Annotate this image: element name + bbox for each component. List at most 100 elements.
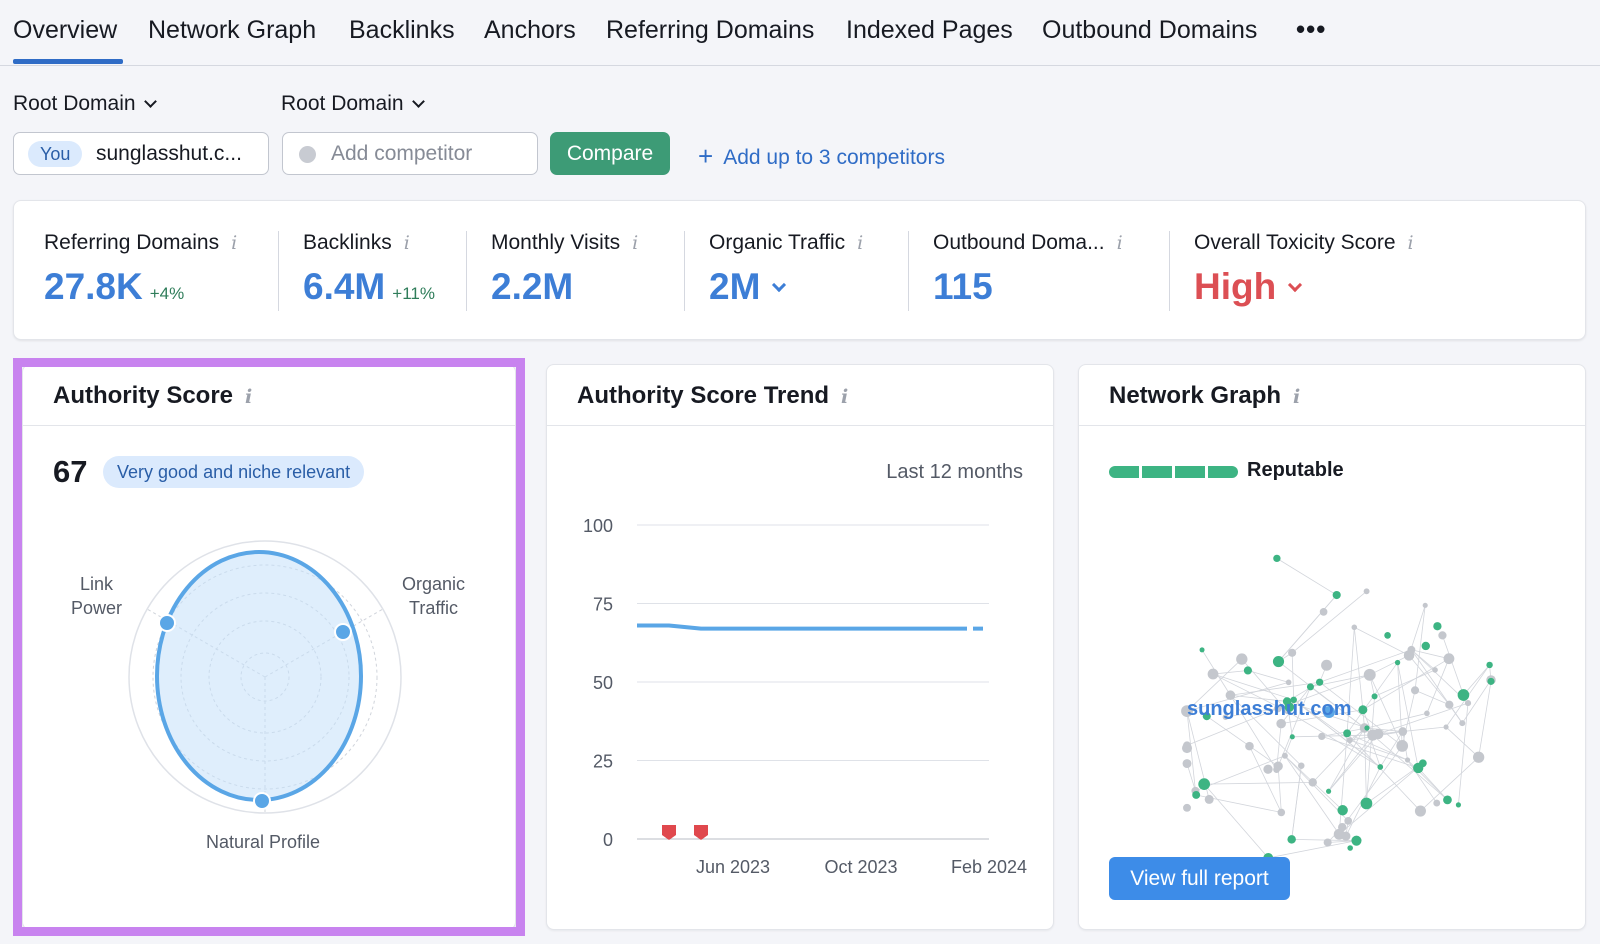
network-node [1222,714,1229,721]
y-tick-label: 75 [593,595,613,615]
x-tick-label: Jun 2023 [696,857,770,877]
radar-chart [128,540,402,814]
network-node [1432,667,1438,673]
info-icon[interactable]: i [857,232,864,254]
tab-overview[interactable]: Overview [13,16,118,44]
metric-label: Organic Traffic [709,231,846,254]
network-graph-visual[interactable] [1179,520,1499,880]
metric-value[interactable]: High [1194,266,1277,307]
card-header: Network Graph i [1079,365,1585,426]
network-node [1398,727,1408,736]
tab-anchors[interactable]: Anchors [484,16,576,44]
x-tick-label: Oct 2023 [824,857,897,877]
tab-referring-domains[interactable]: Referring Domains [606,16,815,44]
plus-icon: + [698,141,714,171]
add-competitors-label: Add up to 3 competitors [723,146,945,169]
network-node [1263,764,1273,774]
metric-monthly-visits[interactable]: Monthly Visits i 2.2M [491,231,638,308]
competitor-scope-dropdown[interactable]: Root Domain [281,92,425,116]
x-tick-label: Feb 2024 [951,857,1027,877]
metric-value[interactable]: 6.4M [303,266,386,307]
event-marker [694,825,708,840]
metric-referring-domains[interactable]: Referring Domains i 27.8K +4% [44,231,237,308]
period-selector[interactable]: Last 12 months [886,461,1023,483]
competitor-scope-label: Root Domain [281,92,404,115]
network-node [1272,655,1285,668]
network-node [1346,737,1353,744]
network-node [1273,554,1281,563]
network-node [1204,794,1214,804]
authority-score-value: 67 [53,454,88,489]
metric-delta: +11% [392,284,435,303]
reputation-segment [1109,466,1139,478]
add-competitors-link[interactable]: + Add up to 3 competitors [698,140,945,171]
network-node [1308,778,1317,787]
network-node [1457,689,1470,701]
chevron-down-icon[interactable] [1288,277,1303,293]
network-node [1443,795,1452,805]
root-domain-dropdown[interactable]: Root Domain [13,92,157,116]
authority-score-trend-card: Authority Score Trend i Last 12 months 0 2… [546,364,1054,930]
view-full-report-button[interactable]: View full report [1109,857,1290,900]
network-node [1371,693,1378,700]
info-icon[interactable]: i [231,232,238,254]
radar-point-link-power [158,614,176,632]
trend-chart: 0 25 50 75 100 Jun 2023 Oct 2023 Feb 2024 [583,516,1027,877]
metrics-summary-card: Referring Domains i 27.8K +4% Backlinks i 6… [13,200,1586,340]
network-node [1316,678,1324,686]
info-icon[interactable]: i [1407,232,1414,254]
network-node [1344,817,1353,825]
info-icon[interactable]: i [403,232,410,254]
tab-outbound-domains[interactable]: Outbound Domains [1042,16,1258,44]
tab-backlinks[interactable]: Backlinks [349,16,455,44]
competitor-field[interactable] [282,132,538,175]
network-node [1332,590,1341,600]
trend-line [637,623,957,631]
metric-value[interactable]: 115 [933,266,993,307]
network-node [1351,624,1358,631]
network-node [1343,729,1352,738]
metric-outbound-domains[interactable]: Outbound Doma... i 115 [933,231,1123,308]
radar-label-natural-profile: Natural Profile [206,832,321,852]
network-node [1396,740,1409,752]
network-node [1422,602,1428,608]
metric-value[interactable]: 2M [709,266,761,307]
network-node [1306,683,1314,691]
domain-field[interactable]: You sunglasshut.c... [13,132,269,175]
compare-button[interactable]: Compare [550,132,670,175]
more-tabs-button[interactable]: ••• [1296,14,1327,44]
reputation-segment [1208,466,1238,478]
network-node [1337,805,1348,816]
network-node [1287,835,1296,844]
tab-network-graph[interactable]: Network Graph [148,16,317,44]
info-icon[interactable]: i [1116,232,1123,254]
network-center-node [1323,706,1335,718]
chevron-down-icon[interactable] [772,277,787,293]
competitor-input[interactable] [331,139,527,169]
network-node [1377,764,1384,770]
network-node [1281,752,1288,759]
network-node [1199,647,1205,653]
info-icon[interactable]: i [1293,386,1301,408]
network-node [1472,751,1485,763]
metric-organic-traffic[interactable]: Organic Traffic i 2M [709,231,863,308]
network-node [1403,650,1415,661]
network-node [1360,797,1373,810]
info-icon[interactable]: i [632,232,639,254]
network-node [1443,653,1455,665]
radar-point-organic-traffic [334,623,352,641]
network-node [1202,712,1211,721]
metric-backlinks[interactable]: Backlinks i 6.4M +11% [303,231,435,308]
network-node [1273,704,1282,713]
network-node [1418,759,1427,768]
divider [278,231,279,311]
network-node [1325,788,1332,794]
metric-value[interactable]: 27.8K [44,266,143,307]
metric-value[interactable]: 2.2M [491,266,574,307]
metric-toxicity-score[interactable]: Overall Toxicity Score i High [1194,231,1414,308]
info-icon[interactable]: i [245,386,253,408]
network-node [1236,653,1248,665]
info-icon[interactable]: i [841,386,849,408]
network-node [1198,778,1211,791]
tab-indexed-pages[interactable]: Indexed Pages [846,16,1013,44]
